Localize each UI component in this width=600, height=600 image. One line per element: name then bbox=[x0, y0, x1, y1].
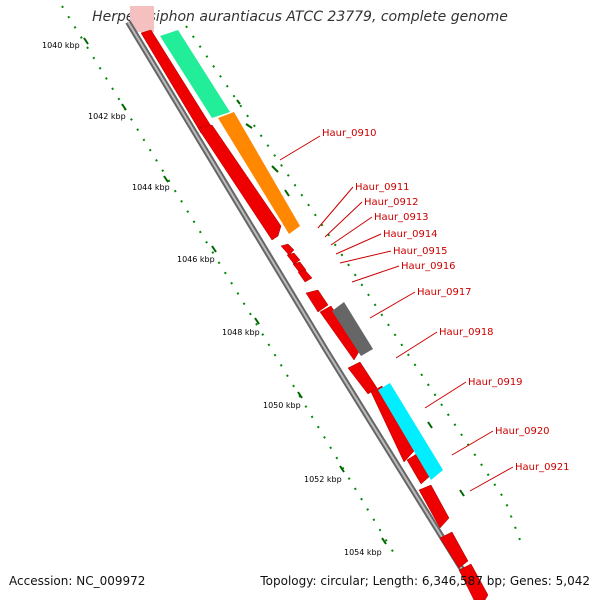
gene-label-haur-0918[interactable]: Haur_0918 bbox=[439, 327, 494, 338]
cds-arrow-9 bbox=[347, 361, 378, 395]
cds-arrow-4 bbox=[286, 252, 301, 265]
cds-arrow-14 bbox=[458, 563, 489, 600]
gene-label-haur-0911[interactable]: Haur_0911 bbox=[355, 182, 410, 193]
map-title: Herpetosiphon aurantiacus ATCC 23779, co… bbox=[92, 9, 508, 25]
feature-orange bbox=[218, 112, 300, 234]
gene-label-haur-0916[interactable]: Haur_0916 bbox=[401, 261, 456, 272]
cds-arrow-13 bbox=[439, 531, 469, 569]
major-ticks bbox=[83, 37, 465, 545]
feature-cyan bbox=[378, 383, 443, 480]
gene-label-haur-0919[interactable]: Haur_0919 bbox=[468, 377, 523, 388]
gene-label-haur-0913[interactable]: Haur_0913 bbox=[374, 212, 429, 223]
feature-gray bbox=[332, 302, 373, 356]
scale-label-1044: 1044 kbp bbox=[132, 183, 170, 192]
label-leaders bbox=[279, 135, 514, 492]
cds-track bbox=[140, 29, 489, 600]
scale-track-right bbox=[185, 25, 521, 541]
scale-label-1054: 1054 kbp bbox=[344, 548, 382, 557]
feature-green bbox=[160, 30, 230, 118]
scale-label-1042: 1042 kbp bbox=[88, 112, 126, 121]
gene-label-haur-0910[interactable]: Haur_0910 bbox=[322, 128, 377, 139]
gene-label-haur-0920[interactable]: Haur_0920 bbox=[495, 426, 550, 437]
cds-arrow-5 bbox=[292, 261, 307, 274]
gene-label-haur-0914[interactable]: Haur_0914 bbox=[383, 229, 438, 240]
cds-arrow-2 bbox=[197, 124, 282, 241]
scale-label-1040: 1040 kbp bbox=[42, 41, 80, 50]
scale-label-1048: 1048 kbp bbox=[222, 328, 260, 337]
scale-label-1050: 1050 kbp bbox=[263, 401, 301, 410]
cds-arrow-12 bbox=[418, 484, 450, 529]
genome-summary-text: Topology: circular; Length: 6,346,587 bp… bbox=[260, 574, 590, 588]
cds-arrow-6 bbox=[297, 269, 313, 283]
gene-label-haur-0917[interactable]: Haur_0917 bbox=[417, 287, 472, 298]
scale-label-1046: 1046 kbp bbox=[177, 255, 215, 264]
cds-arrow-7 bbox=[305, 289, 329, 313]
accession-text: Accession: NC_009972 bbox=[9, 574, 146, 588]
scale-label-1052: 1052 kbp bbox=[304, 475, 342, 484]
cds-arrow-3 bbox=[280, 243, 295, 256]
scale-track-left bbox=[61, 5, 399, 561]
gene-label-haur-0921[interactable]: Haur_0921 bbox=[515, 462, 570, 473]
gene-label-haur-0912[interactable]: Haur_0912 bbox=[364, 197, 419, 208]
gene-label-haur-0915[interactable]: Haur_0915 bbox=[393, 246, 448, 257]
